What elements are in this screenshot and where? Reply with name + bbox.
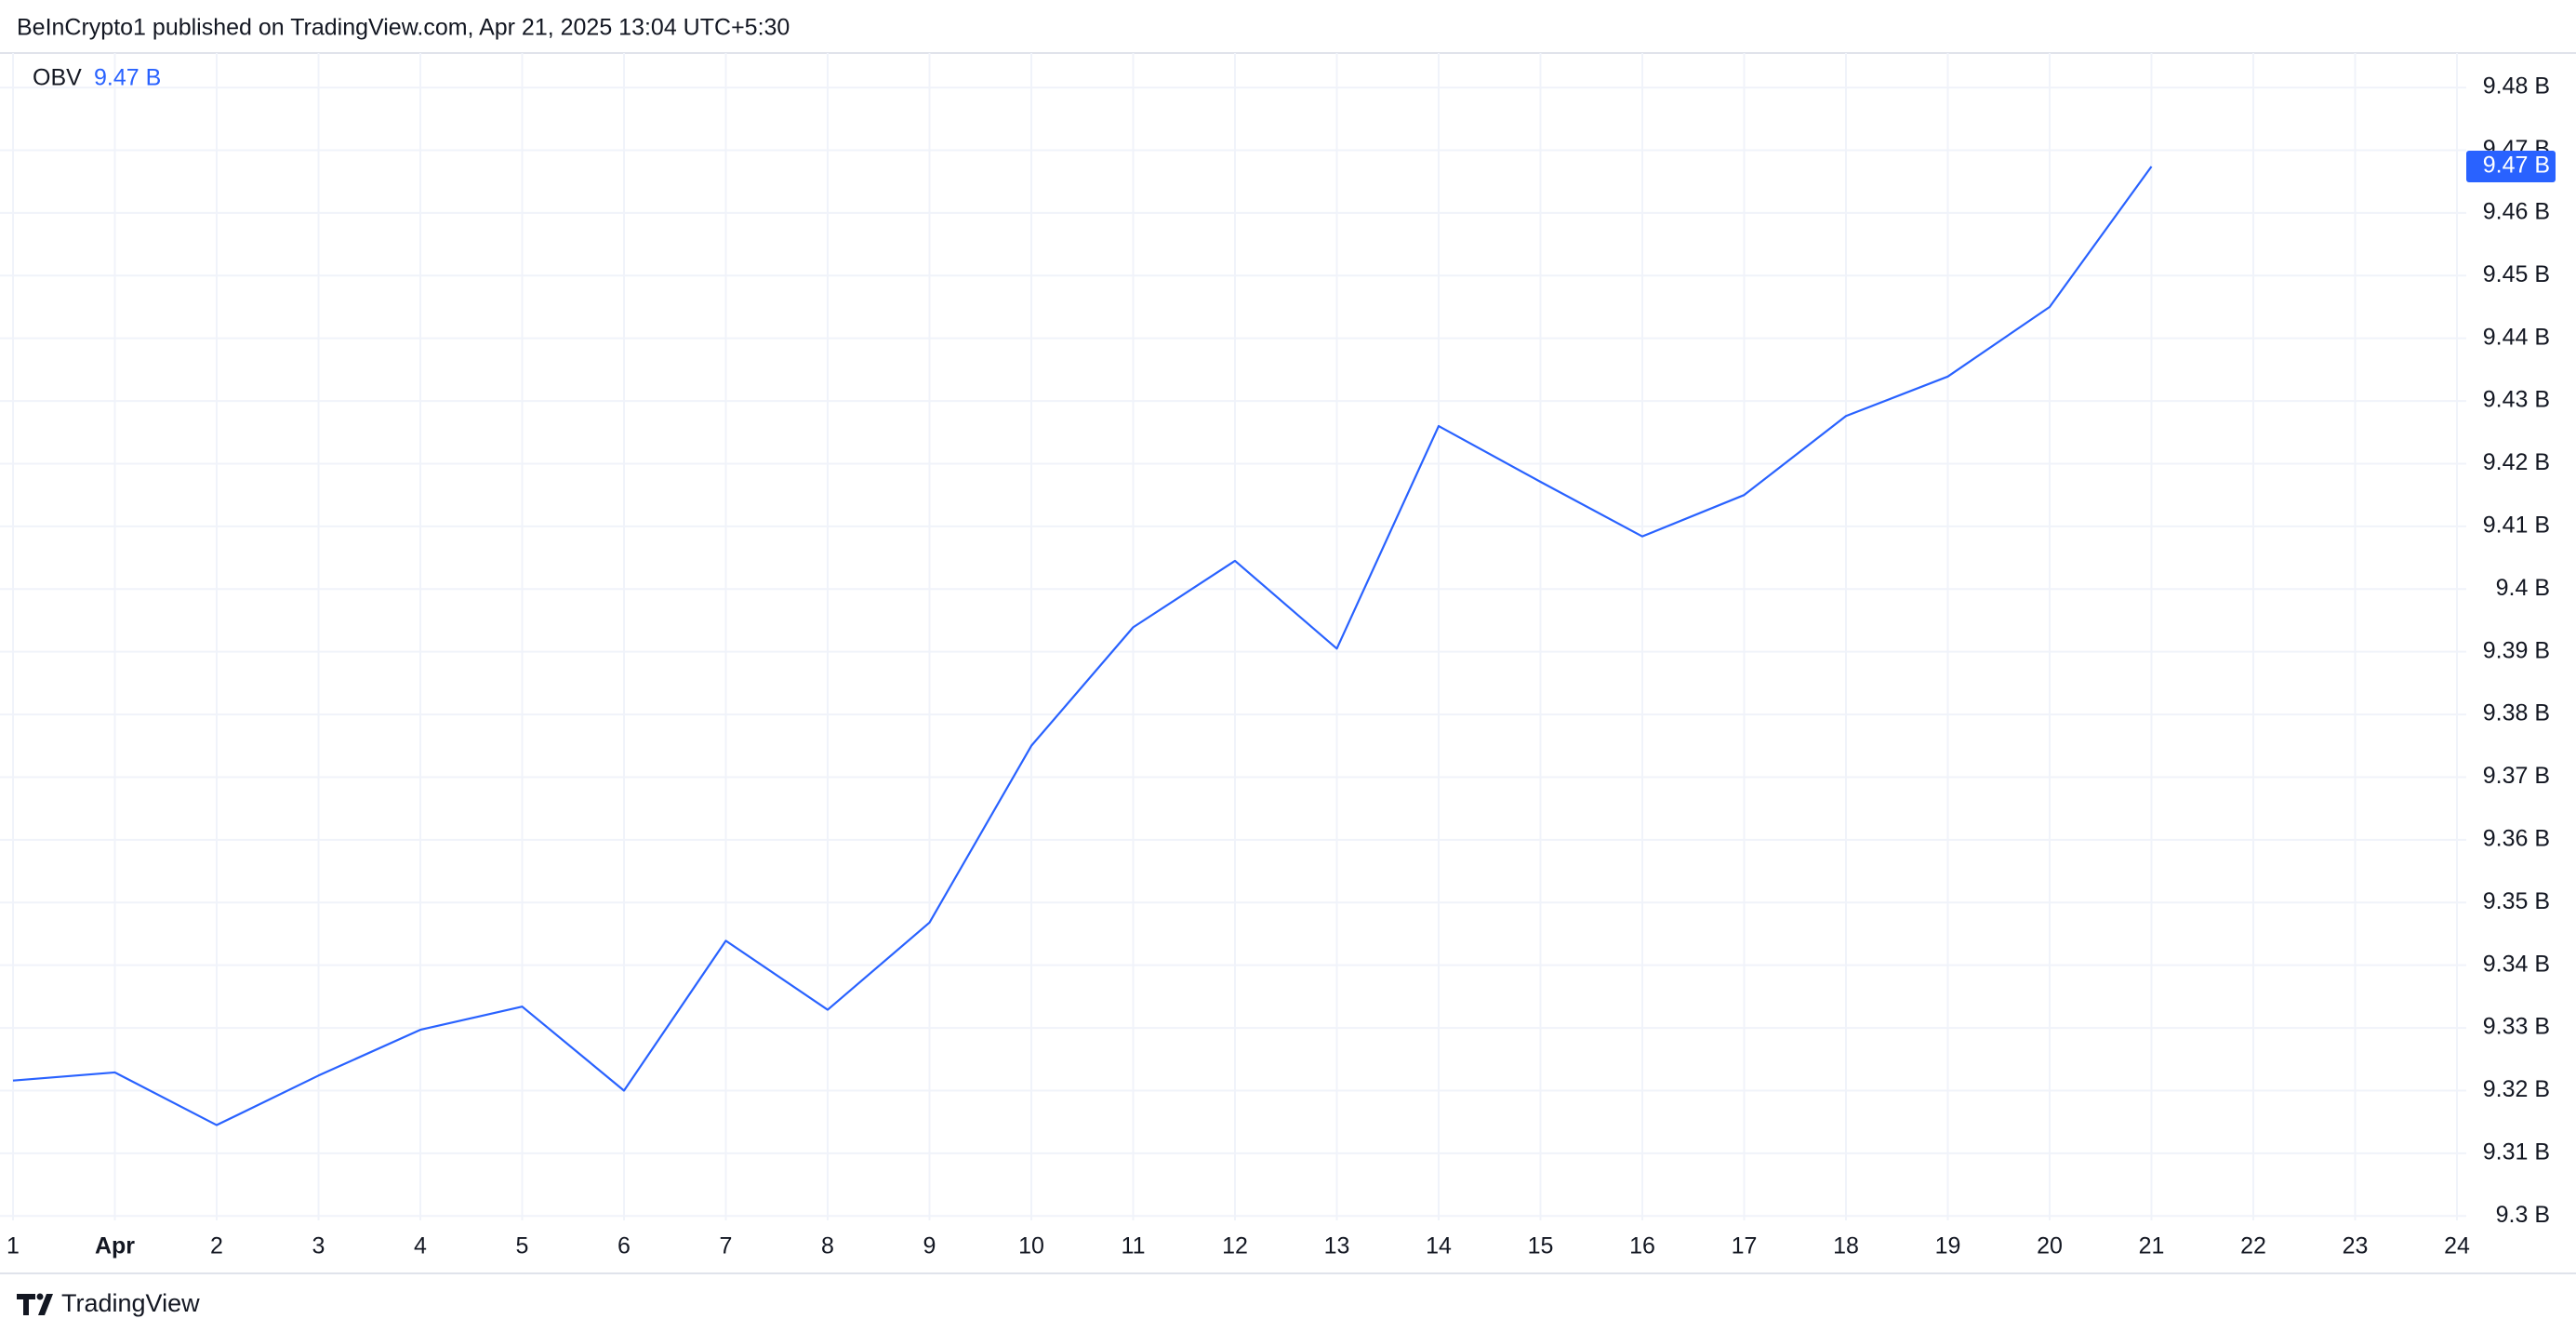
header-text: BeInCrypto1 published on TradingView.com… [17, 15, 790, 41]
x-tick-label: 20 [2037, 1233, 2063, 1259]
x-axis: 1 Apr 2 3 4 5 6 7 8 9 10 11 12 13 14 15 16 17 18 19 20 21 22 23… [7, 1233, 2470, 1259]
y-tick-label: 9.31 B [2483, 1139, 2550, 1165]
plot [12, 166, 2153, 1126]
y-tick-label: 9.42 B [2483, 449, 2550, 475]
x-tick-label: 12 [1222, 1233, 1248, 1259]
x-tick-label: 7 [720, 1233, 733, 1259]
grid [0, 53, 2466, 1220]
y-tick-label: 9.4 B [2496, 575, 2550, 601]
x-tick-label: 11 [1122, 1233, 1146, 1259]
x-tick-label: 18 [1833, 1233, 1859, 1259]
x-tick-label: 9 [923, 1233, 936, 1259]
y-tick-label: 9.46 B [2483, 198, 2550, 224]
x-tick-label: 2 [210, 1233, 223, 1259]
y-tick-label: 9.41 B [2483, 512, 2550, 538]
y-tick-label: 9.39 B [2483, 637, 2550, 663]
y-tick-label: 9.36 B [2483, 825, 2550, 851]
logo-dot [36, 1293, 44, 1300]
x-tick-label: 15 [1528, 1233, 1554, 1259]
y-tick-label: 9.43 B [2483, 387, 2550, 413]
y-tick-label: 9.33 B [2483, 1014, 2550, 1040]
footer-brand: TradingView [61, 1289, 200, 1317]
x-tick-label: 16 [1629, 1233, 1655, 1259]
x-tick-label: 19 [1935, 1233, 1961, 1259]
y-tick-label: 9.44 B [2483, 324, 2550, 350]
badge-box [2466, 150, 2556, 182]
y-tick-label: 9.34 B [2483, 951, 2550, 977]
legend-value: 9.47 B [94, 65, 161, 91]
x-tick-label: 4 [414, 1233, 427, 1259]
x-tick-label: 5 [516, 1233, 529, 1259]
x-tick-label: Apr [95, 1233, 135, 1259]
x-tick-label: 1 [7, 1233, 20, 1259]
x-tick-label: 21 [2139, 1233, 2165, 1259]
x-tick-label: 3 [312, 1233, 325, 1259]
x-tick-label: 13 [1324, 1233, 1350, 1259]
footer-logo: TradingView [17, 1289, 200, 1317]
y-tick-label: 9.45 B [2483, 261, 2550, 287]
x-tick-label: 24 [2444, 1233, 2470, 1259]
x-tick-label: 17 [1732, 1233, 1758, 1259]
legend-name: OBV [33, 65, 82, 91]
legend: OBV 9.47 B [33, 65, 161, 91]
y-tick-label: 9.38 B [2483, 700, 2550, 726]
line-series [12, 166, 2153, 1126]
y-tick-label: 9.32 B [2483, 1076, 2550, 1102]
x-tick-label: 6 [617, 1233, 631, 1259]
x-tick-label: 14 [1426, 1233, 1452, 1259]
x-tick-label: 10 [1018, 1233, 1044, 1259]
y-tick-label: 9.3 B [2496, 1202, 2550, 1228]
y-tick-label: 9.48 B [2483, 73, 2550, 100]
y-tick-label: 9.37 B [2483, 763, 2550, 789]
x-tick-label: 22 [2240, 1233, 2266, 1259]
x-tick-label: 8 [821, 1233, 834, 1259]
y-tick-label: 9.35 B [2483, 888, 2550, 914]
x-tick-label: 23 [2343, 1233, 2369, 1259]
y-axis: 9.3 B 9.31 B 9.32 B 9.33 B 9.34 B 9.35 B 9.36 … [2483, 73, 2550, 1228]
badge-label: 9.47 B [2483, 153, 2550, 179]
last-value-badge: 9.47 B [2466, 150, 2556, 182]
logo-icon [17, 1294, 53, 1315]
